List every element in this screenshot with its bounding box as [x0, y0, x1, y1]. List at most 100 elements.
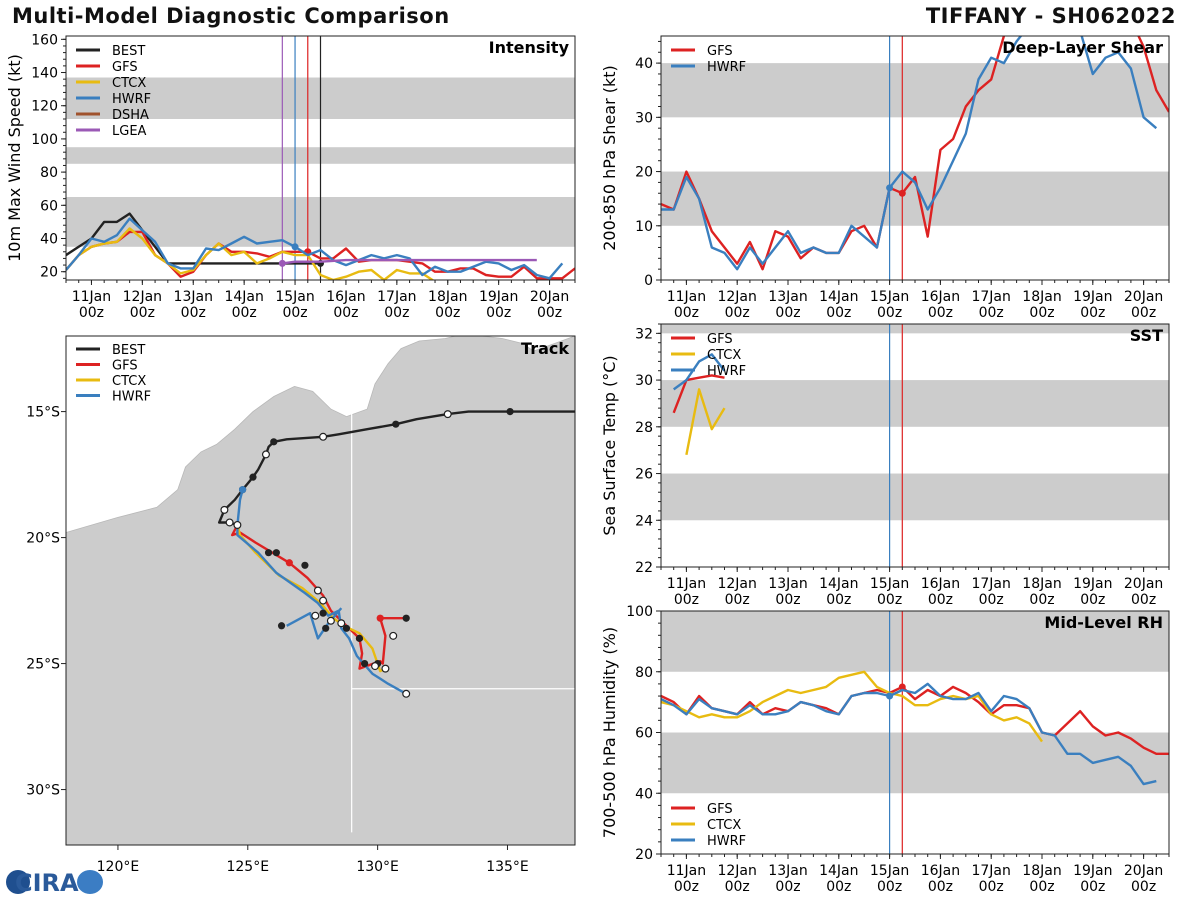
- track-point-open-best: [313, 586, 322, 595]
- rh-xtick-hour: 00z: [725, 879, 750, 895]
- sst-xtick-day: 17Jan: [971, 576, 1010, 592]
- intensity-xtick-day: 13Jan: [174, 289, 213, 305]
- intensity-xtick-hour: 00z: [486, 305, 511, 321]
- intensity-chart: 2040608010012014016011Jan00z12Jan00z13Ja…: [5, 32, 576, 321]
- track-ytick-label: 30°S: [26, 783, 60, 799]
- shear-xtick-day: 19Jan: [1073, 289, 1112, 305]
- track-point-open-best: [311, 611, 320, 620]
- intensity-xtick-hour: 00z: [79, 305, 104, 321]
- rh-series-hwrf: [661, 682, 1157, 786]
- globe-icon: [6, 870, 30, 894]
- track-point-best: [264, 549, 273, 557]
- intensity-xtick-day: 11Jan: [72, 289, 111, 305]
- sst-xtick-day: 13Jan: [768, 576, 807, 592]
- sst-ytick-label: 28: [635, 420, 653, 436]
- sst-xtick-hour: 00z: [1029, 592, 1054, 608]
- shear-series-gfs: [661, 36, 1169, 271]
- rh-xtick-day: 12Jan: [717, 863, 756, 879]
- intensity-legend-label: BEST: [112, 44, 145, 59]
- shear-xtick-hour: 00z: [674, 305, 699, 321]
- intensity-panel-title: Intensity: [489, 38, 570, 57]
- track-point-best: [319, 609, 327, 617]
- intensity-xtick-day: 14Jan: [224, 289, 263, 305]
- sst-xtick-day: 19Jan: [1073, 576, 1112, 592]
- shear-marker-gfs: [898, 189, 906, 197]
- sst-xtick-hour: 00z: [877, 592, 902, 608]
- track-plot-area: [66, 336, 575, 845]
- track-point-open-best: [337, 619, 346, 628]
- sst-xtick-day: 12Jan: [717, 576, 756, 592]
- shear-xtick-day: 17Jan: [971, 289, 1010, 305]
- sst-xtick-day: 11Jan: [667, 576, 706, 592]
- track-point-open-best: [319, 596, 328, 605]
- rh-band-1: [661, 611, 1169, 672]
- noaa-seal-icon: [77, 870, 103, 894]
- rh-xtick-hour: 00z: [674, 879, 699, 895]
- track-point-best: [355, 634, 364, 642]
- intensity-xtick-day: 19Jan: [479, 289, 518, 305]
- track-panel-title: Track: [521, 339, 569, 358]
- shear-legend-label: GFS: [707, 44, 733, 59]
- sst-ytick-label: 32: [635, 326, 653, 342]
- track-point-best: [270, 438, 278, 446]
- shear-xtick-day: 18Jan: [1022, 289, 1061, 305]
- sst-ytick-label: 24: [635, 513, 653, 529]
- intensity-xtick-day: 18Jan: [428, 289, 467, 305]
- shear-xtick-hour: 00z: [1131, 305, 1156, 321]
- intensity-legend-label: GFS: [112, 60, 138, 75]
- intensity-marker-hwrf: [291, 243, 299, 251]
- intensity-ytick-label: 40: [40, 232, 58, 248]
- rh-legend-label: HWRF: [707, 834, 746, 849]
- track-point-open-best: [443, 410, 452, 419]
- sst-series-gfs: [672, 374, 725, 414]
- sst-legend-label: CTCX: [707, 348, 741, 363]
- track-ytick-label: 25°S: [26, 657, 60, 673]
- track-xtick-label: 125°E: [226, 859, 269, 875]
- sst-xtick-day: 20Jan: [1124, 576, 1163, 592]
- sst-series-hwrf: [672, 353, 726, 391]
- track-point-best: [392, 420, 400, 428]
- track-point-best: [301, 561, 309, 569]
- sst-xtick-day: 15Jan: [870, 576, 909, 592]
- sst-xtick-day: 18Jan: [1022, 576, 1061, 592]
- shear-panel-title: Deep-Layer Shear: [1002, 38, 1163, 57]
- track-legend-label: HWRF: [112, 390, 151, 405]
- track-xtick-label: 135°E: [486, 859, 529, 875]
- shear-ytick-label: 10: [635, 219, 653, 235]
- intensity-series-ctcx: [66, 227, 435, 280]
- intensity-series-lgea: [282, 258, 537, 265]
- rh-legend-label: GFS: [707, 802, 733, 817]
- intensity-xtick-day: 20Jan: [530, 289, 569, 305]
- track-point-best: [506, 407, 514, 416]
- track-point-hwrf: [238, 486, 247, 494]
- intensity-xtick-hour: 00z: [282, 305, 307, 321]
- sst-ytick-label: 30: [635, 373, 653, 389]
- shear-chart: 01020304011Jan00z12Jan00z13Jan00z14Jan00…: [600, 35, 1170, 321]
- shear-xtick-day: 12Jan: [717, 289, 756, 305]
- sst-xtick-day: 14Jan: [819, 576, 858, 592]
- track-point-open-best: [220, 505, 229, 514]
- rh-xtick-day: 14Jan: [819, 863, 858, 879]
- sst-ytick-label: 22: [635, 560, 653, 576]
- intensity-ytick-label: 120: [31, 99, 58, 115]
- shear-band-1: [661, 63, 1169, 118]
- shear-xtick-hour: 00z: [877, 305, 902, 321]
- sst-xtick-hour: 00z: [725, 592, 750, 608]
- shear-xtick-hour: 00z: [979, 305, 1004, 321]
- track-point-open-hwrf: [402, 689, 411, 698]
- shear-ytick-label: 30: [635, 110, 653, 126]
- rh-chart: 2040608010011Jan00z12Jan00z13Jan00z14Jan…: [600, 604, 1170, 895]
- rh-xtick-day: 15Jan: [870, 863, 909, 879]
- sst-xtick-hour: 00z: [775, 592, 800, 608]
- track-point-open-best: [326, 616, 335, 625]
- rh-series-ctcx: [661, 670, 1043, 743]
- shear-xtick-day: 13Jan: [768, 289, 807, 305]
- intensity-ytick-label: 140: [31, 66, 58, 82]
- rh-xtick-day: 11Jan: [667, 863, 706, 879]
- rh-xtick-day: 13Jan: [768, 863, 807, 879]
- rh-xtick-hour: 00z: [826, 879, 851, 895]
- shear-ytick-label: 20: [635, 165, 653, 181]
- shear-xtick-hour: 00z: [928, 305, 953, 321]
- rh-xtick-hour: 00z: [979, 879, 1004, 895]
- rh-xtick-hour: 00z: [1080, 879, 1105, 895]
